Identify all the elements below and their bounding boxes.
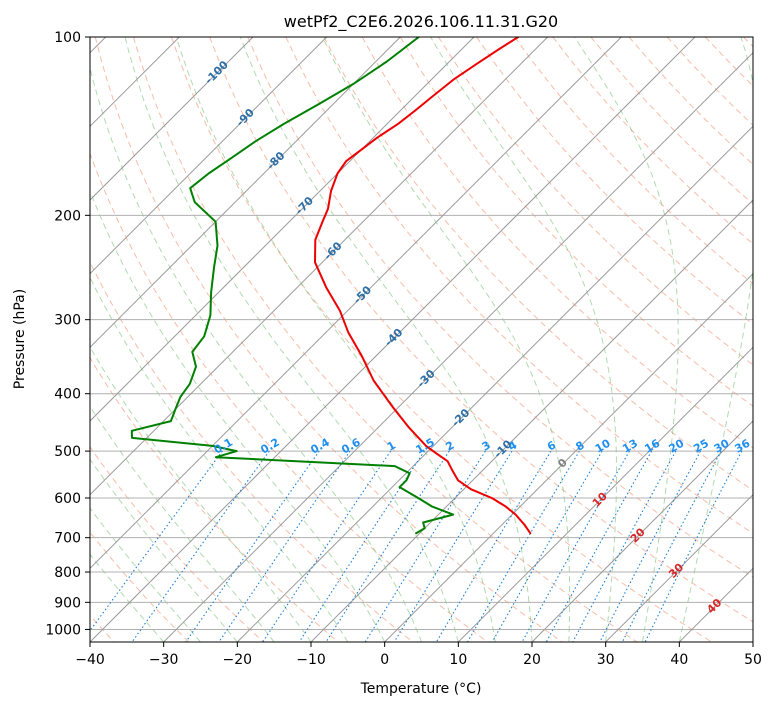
mixing-ratio-line — [393, 450, 513, 642]
x-tick-label: 50 — [744, 652, 762, 668]
x-axis: −40 −30 −20 −10 0 10 20 30 40 50 — [75, 642, 762, 668]
y-tick-label: 100 — [54, 30, 81, 46]
isotherm-line — [310, 199, 753, 642]
plot-background — [90, 37, 753, 642]
y-tick-label: 600 — [54, 491, 81, 507]
mixing-ratio-line — [218, 450, 351, 642]
isotherm-line — [90, 37, 622, 570]
y-tick-label: 800 — [54, 565, 81, 581]
mixing-ratio-line — [90, 450, 223, 632]
isotherm-line — [90, 37, 475, 422]
isotherm-line — [752, 641, 753, 642]
moist-adiabats — [90, 37, 753, 642]
moist-adiabat — [678, 37, 753, 642]
moist-adiabat — [574, 37, 679, 642]
isotherm-line — [531, 420, 753, 642]
plot-frame — [89, 36, 754, 643]
isotherm-line — [605, 493, 753, 642]
dry-adiabat — [323, 37, 753, 491]
mixing-ratio-line — [262, 450, 392, 642]
dry-adiabat — [514, 37, 753, 285]
x-tick-label: 0 — [380, 652, 389, 668]
dry-adiabat — [132, 37, 638, 642]
mixing-ratio-line — [185, 450, 320, 642]
dry-adiabat — [209, 37, 753, 623]
isotherm-line — [384, 272, 753, 642]
x-axis-title: Temperature (°C) — [360, 681, 482, 697]
x-tick-label: −10 — [296, 652, 326, 668]
moist-adiabat — [90, 553, 165, 642]
isotherm-gridlines — [90, 37, 753, 642]
mixing-ratio-lines — [90, 450, 743, 642]
moist-adiabat — [90, 276, 349, 642]
y-tick-label: 700 — [54, 531, 81, 547]
mixing-ratio-line — [545, 450, 653, 642]
y-tick-label: 900 — [54, 595, 81, 611]
isotherm-line — [457, 346, 753, 642]
dewpoint-profile-line — [130, 37, 455, 535]
x-tick-label: −40 — [75, 652, 105, 668]
y-axis-title: Pressure (hPa) — [12, 289, 28, 389]
chart-title: wetPf2_C2E6.2026.106.11.31.G20 — [284, 12, 558, 32]
moist-adiabat — [175, 37, 496, 642]
dry-adiabat — [476, 37, 753, 325]
mixing-ratio-line — [621, 450, 722, 642]
x-tick-label: −20 — [223, 652, 253, 668]
x-tick-label: 40 — [670, 652, 688, 668]
mixing-ratio-line — [298, 450, 425, 642]
x-tick-label: −30 — [149, 652, 179, 668]
mixing-ratio-line — [521, 450, 630, 642]
moist-adiabat — [90, 507, 201, 642]
dry-adiabat — [90, 152, 488, 642]
y-tick-label: 500 — [54, 444, 81, 460]
isotherm-line — [236, 125, 753, 642]
moist-adiabat — [90, 458, 238, 642]
mixing-ratio-line — [491, 450, 603, 642]
moist-adiabat — [90, 405, 275, 642]
dry-adiabat — [247, 37, 753, 578]
dry-adiabat — [94, 37, 563, 642]
isotherm-line — [90, 37, 549, 496]
moist-adiabat — [90, 65, 422, 642]
moist-adiabat — [322, 37, 571, 642]
moist-adiabat — [239, 37, 533, 642]
isobar-gridlines — [90, 37, 753, 630]
mixing-ratio-line — [644, 450, 743, 642]
y-tick-label: 1000 — [45, 622, 81, 638]
dry-adiabat — [437, 37, 753, 366]
temperature-profile-line — [314, 37, 532, 535]
x-tick-label: 10 — [449, 652, 467, 668]
moist-adiabat — [90, 189, 386, 642]
y-tick-label: 400 — [54, 387, 81, 403]
dry-adiabat — [90, 356, 339, 642]
isotherm-line — [90, 37, 696, 642]
isotherm-line — [90, 37, 328, 275]
mixing-ratio-line — [572, 450, 677, 642]
isotherm-line — [90, 37, 401, 349]
isotherm-line — [90, 37, 254, 201]
isotherm-line — [163, 51, 753, 642]
y-tick-label: 200 — [54, 208, 81, 224]
y-axis: 100 200 300 400 500 600 700 800 900 1000 — [45, 30, 90, 638]
y-tick-label: 300 — [54, 313, 81, 329]
dry-adiabat — [90, 446, 264, 642]
sounding-series — [130, 37, 532, 535]
moist-adiabat — [430, 37, 617, 642]
dry-adiabat — [285, 37, 753, 535]
x-tick-label: 30 — [597, 652, 615, 668]
mixing-ratio-line — [599, 450, 701, 642]
moist-adiabat — [124, 37, 459, 642]
x-tick-label: 20 — [523, 652, 541, 668]
